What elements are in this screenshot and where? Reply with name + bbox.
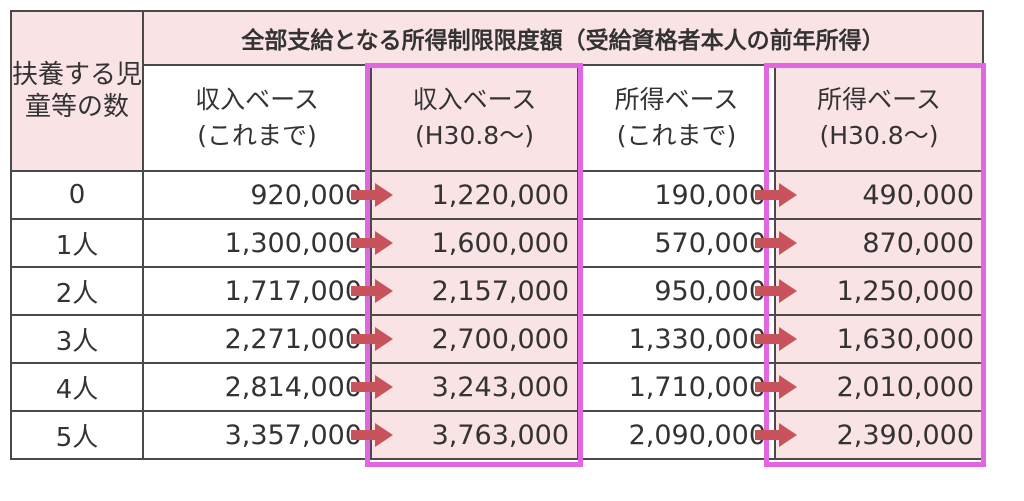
- corner-header: 扶養する児童等の数: [10, 10, 144, 172]
- income-old-cell: 920,000: [142, 170, 372, 220]
- column-header-sub: (H30.8～): [819, 121, 939, 150]
- earn-old-cell: 570,000: [577, 218, 776, 268]
- earn-old-cell: 2,090,000: [577, 410, 776, 460]
- right-arrow-icon: [755, 423, 797, 447]
- right-arrow-icon: [351, 423, 393, 447]
- column-header-label: 収入ベース: [412, 85, 537, 114]
- right-arrow-icon: [351, 183, 393, 207]
- earn-old-cell: 1,330,000: [577, 314, 776, 364]
- main-header: 全部支給となる所得制限限度額（受給資格者本人の前年所得）: [142, 10, 984, 66]
- income-old-cell: 3,357,000: [142, 410, 372, 460]
- right-arrow-icon: [755, 327, 797, 351]
- earn-old-cell: 190,000: [577, 170, 776, 220]
- column-header-label: 所得ベース: [817, 85, 941, 114]
- column-header-income-old: 収入ベース (これまで): [142, 64, 372, 172]
- right-arrow-icon: [755, 183, 797, 207]
- column-header-label: 所得ベース: [614, 85, 739, 114]
- row-label: 3人: [10, 314, 144, 364]
- column-header-sub: (これまで): [197, 121, 317, 150]
- income-new-cell: 2,700,000: [370, 314, 579, 364]
- earn-new-cell: 870,000: [774, 218, 984, 268]
- table-row: 0 920,000 1,220,000 190,000 490,000: [10, 170, 984, 220]
- column-header-earn-old: 所得ベース (これまで): [577, 64, 776, 172]
- right-arrow-icon: [755, 375, 797, 399]
- income-new-cell: 1,600,000: [370, 218, 579, 268]
- income-old-cell: 1,300,000: [142, 218, 372, 268]
- column-header-label: 収入ベース: [195, 85, 319, 114]
- income-new-cell: 1,220,000: [370, 170, 579, 220]
- corner-header-text: 扶養する児童等の数: [12, 60, 143, 122]
- right-arrow-icon: [755, 231, 797, 255]
- column-header-income-new: 収入ベース (H30.8～): [370, 64, 579, 172]
- row-label: 1人: [10, 218, 144, 268]
- table-row: 3人 2,271,000 2,700,000 1,330,000 1,630,0…: [10, 314, 984, 364]
- earn-old-cell: 950,000: [577, 266, 776, 316]
- column-header-earn-new: 所得ベース (H30.8～): [774, 64, 984, 172]
- table-row: 1人 1,300,000 1,600,000 570,000 870,000: [10, 218, 984, 268]
- table-row: 4人 2,814,000 3,243,000 1,710,000 2,010,0…: [10, 362, 984, 412]
- income-old-cell: 2,814,000: [142, 362, 372, 412]
- income-old-cell: 2,271,000: [142, 314, 372, 364]
- right-arrow-icon: [351, 279, 393, 303]
- earn-old-cell: 1,710,000: [577, 362, 776, 412]
- income-limit-table-container: 扶養する児童等の数 全部支給となる所得制限限度額（受給資格者本人の前年所得） 収…: [10, 10, 1012, 486]
- right-arrow-icon: [351, 375, 393, 399]
- income-limit-table: 扶養する児童等の数 全部支給となる所得制限限度額（受給資格者本人の前年所得） 収…: [10, 10, 984, 460]
- row-label: 4人: [10, 362, 144, 412]
- right-arrow-icon: [351, 327, 393, 351]
- income-new-cell: 2,157,000: [370, 266, 579, 316]
- column-header-sub: (これまで): [616, 121, 737, 150]
- row-label: 2人: [10, 266, 144, 316]
- earn-new-cell: 2,390,000: [774, 410, 984, 460]
- income-new-cell: 3,763,000: [370, 410, 579, 460]
- right-arrow-icon: [755, 279, 797, 303]
- income-new-cell: 3,243,000: [370, 362, 579, 412]
- row-label: 5人: [10, 410, 144, 460]
- earn-new-cell: 2,010,000: [774, 362, 984, 412]
- income-old-cell: 1,717,000: [142, 266, 372, 316]
- earn-new-cell: 1,630,000: [774, 314, 984, 364]
- table-row: 5人 3,357,000 3,763,000 2,090,000 2,390,0…: [10, 410, 984, 460]
- row-label: 0: [10, 170, 144, 220]
- table-row: 2人 1,717,000 2,157,000 950,000 1,250,000: [10, 266, 984, 316]
- right-arrow-icon: [351, 231, 393, 255]
- column-header-sub: (H30.8～): [415, 121, 534, 150]
- earn-new-cell: 1,250,000: [774, 266, 984, 316]
- earn-new-cell: 490,000: [774, 170, 984, 220]
